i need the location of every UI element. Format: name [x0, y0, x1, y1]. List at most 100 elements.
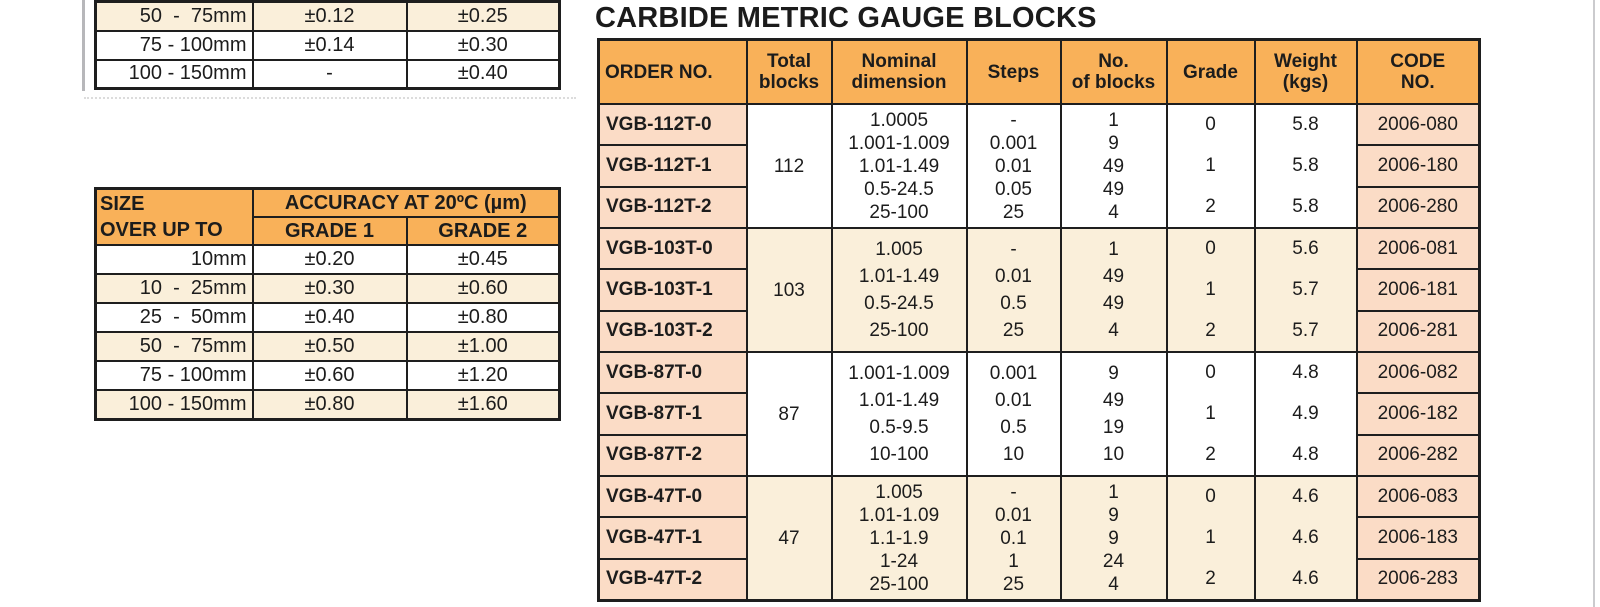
table-row: 75 - 100mm ±0.60 ±1.20 — [94, 360, 561, 391]
nominal-dimension: 1.005 1.01-1.09 1.1-1.9 1-24 25-100 — [830, 475, 968, 602]
order-no-cell: VGB-47T-0 VGB-47T-1 VGB-47T-2 — [597, 475, 748, 602]
weight-cell: 5.6 5.7 5.7 — [1253, 227, 1358, 353]
code-no: 2006-281 — [1358, 309, 1478, 350]
grade1-value: ±0.12 — [251, 0, 408, 32]
grade-value: 1 — [1205, 279, 1216, 300]
code-no-cell: 2006-083 2006-183 2006-283 — [1355, 475, 1481, 602]
nominal-dimension: 1.005 1.01-1.49 0.5-24.5 25-100 — [830, 227, 968, 353]
page-title: CARBIDE METRIC GAUGE BLOCKS — [595, 2, 1097, 34]
table-row: 25 - 50mm ±0.40 ±0.80 — [94, 302, 561, 333]
grade1-value: - — [251, 58, 408, 90]
size-range-cell: 100 - 150mm — [94, 58, 254, 90]
weight-value: 5.7 — [1292, 319, 1319, 341]
weight-value: 4.6 — [1292, 486, 1319, 508]
code-no-cell: 2006-081 2006-181 2006-281 — [1355, 227, 1481, 353]
grade2-value: ±0.60 — [405, 273, 561, 304]
total-blocks: 103 — [745, 227, 833, 353]
steps: - 0.01 0.5 25 — [965, 227, 1062, 353]
gauge-blocks-table: ORDER NO. Total blocks Nominal dimension… — [597, 38, 1481, 602]
order-no: VGB-112T-0 — [600, 106, 745, 145]
grade-header-row: GRADE 1 GRADE 2 — [96, 216, 561, 246]
grade-value: 0 — [1205, 238, 1216, 260]
grade-value: 2 — [1205, 443, 1216, 465]
code-no: 2006-183 — [1358, 516, 1478, 558]
grade-value: 2 — [1205, 195, 1216, 217]
order-no: VGB-47T-0 — [600, 477, 745, 517]
size-range-cell: 50 - 75mm — [94, 0, 254, 32]
order-no: VGB-103T-0 — [600, 230, 745, 269]
weight-value: 4.8 — [1292, 443, 1319, 465]
order-no: VGB-103T-2 — [600, 309, 745, 350]
grade-cell: 0 1 2 — [1165, 351, 1256, 477]
weight-cell: 4.8 4.9 4.8 — [1253, 351, 1358, 477]
total-blocks: 87 — [745, 351, 833, 477]
header-grade: Grade — [1165, 38, 1256, 105]
page-edge-line-left — [82, 0, 85, 91]
order-no: VGB-47T-2 — [600, 557, 745, 599]
page-edge-line-right — [1593, 0, 1595, 607]
header-steps: Steps — [965, 38, 1062, 105]
grade-value: 0 — [1205, 486, 1216, 508]
code-no: 2006-081 — [1358, 230, 1478, 269]
grade-value: 0 — [1205, 362, 1216, 384]
weight-cell: 5.8 5.8 5.8 — [1253, 103, 1358, 229]
weight-value: 5.8 — [1292, 195, 1319, 217]
grade-2-header: GRADE 2 — [405, 216, 561, 246]
grade2-value: ±0.25 — [405, 0, 561, 32]
order-no: VGB-103T-1 — [600, 268, 745, 310]
header-order-no: ORDER NO. — [597, 38, 748, 105]
header-code-no: CODE NO. — [1355, 38, 1481, 105]
grade-value: 2 — [1205, 567, 1216, 589]
order-no: VGB-87T-2 — [600, 433, 745, 474]
grade-value: 1 — [1205, 155, 1216, 176]
grade2-value: ±0.40 — [405, 58, 561, 90]
total-blocks: 112 — [745, 103, 833, 229]
no-of-blocks: 9 49 19 10 — [1059, 351, 1168, 477]
weight-value: 4.8 — [1292, 362, 1319, 384]
weight-cell: 4.6 4.6 4.6 — [1253, 475, 1358, 602]
dotted-separator-line — [84, 97, 576, 99]
code-no: 2006-080 — [1358, 106, 1478, 145]
header-nominal-dimension: Nominal dimension — [830, 38, 968, 105]
size-range-cell: 75 - 100mm — [94, 360, 254, 391]
size-range-cell: 10mm — [94, 244, 254, 275]
size-range-cell: 75 - 100mm — [94, 29, 254, 61]
grade-cell: 0 1 2 — [1165, 227, 1256, 353]
code-no: 2006-180 — [1358, 144, 1478, 186]
tolerance-table-partial: 50 - 75mm ±0.12 ±0.25 75 - 100mm ±0.14 ±… — [94, 0, 561, 90]
grade2-value: ±0.80 — [405, 302, 561, 333]
size-over-up-to-header: SIZE OVER UP TO — [94, 187, 254, 246]
accuracy-at-20c-header: ACCURACY AT 20ºC (µm) — [251, 187, 561, 218]
no-of-blocks: 1 49 49 4 — [1059, 227, 1168, 353]
table-row: 100 - 150mm - ±0.40 — [94, 58, 561, 90]
order-no: VGB-112T-2 — [600, 185, 745, 226]
gauge-group-row: VGB-47T-0 VGB-47T-1 VGB-47T-2 47 1.005 1… — [597, 475, 1481, 602]
code-no: 2006-182 — [1358, 392, 1478, 434]
table-row: 10 - 25mm ±0.30 ±0.60 — [94, 273, 561, 304]
grade1-value: ±0.20 — [251, 244, 408, 275]
grade2-value: ±1.20 — [405, 360, 561, 391]
accuracy-table: SIZE OVER UP TO ACCURACY AT 20ºC (µm) GR… — [94, 187, 561, 421]
no-of-blocks: 1 9 9 24 4 — [1059, 475, 1168, 602]
order-no: VGB-47T-1 — [600, 516, 745, 558]
table-row: 100 - 150mm ±0.80 ±1.60 — [94, 389, 561, 420]
no-of-blocks: 1 9 49 49 4 — [1059, 103, 1168, 229]
code-no: 2006-282 — [1358, 433, 1478, 474]
order-no: VGB-112T-1 — [600, 144, 745, 186]
gauge-header-row: ORDER NO. Total blocks Nominal dimension… — [597, 38, 1481, 105]
order-no-cell: VGB-112T-0 VGB-112T-1 VGB-112T-2 — [597, 103, 748, 229]
header-weight: Weight (kgs) — [1253, 38, 1358, 105]
header-no-of-blocks: No. of blocks — [1059, 38, 1168, 105]
grade2-value: ±1.60 — [405, 389, 561, 420]
steps: - 0.001 0.01 0.05 25 — [965, 103, 1062, 229]
size-range-cell: 50 - 75mm — [94, 331, 254, 362]
grade-1-header: GRADE 1 — [251, 216, 408, 246]
grade-value: 0 — [1205, 114, 1216, 136]
gauge-group-row: VGB-112T-0 VGB-112T-1 VGB-112T-2 112 1.0… — [597, 103, 1481, 229]
weight-value: 4.6 — [1292, 527, 1319, 548]
grade2-value: ±0.45 — [405, 244, 561, 275]
accuracy-header-row: SIZE OVER UP TO ACCURACY AT 20ºC (µm) — [94, 187, 561, 246]
weight-value: 4.6 — [1292, 567, 1319, 589]
code-no: 2006-083 — [1358, 477, 1478, 517]
code-no-cell: 2006-082 2006-182 2006-282 — [1355, 351, 1481, 477]
